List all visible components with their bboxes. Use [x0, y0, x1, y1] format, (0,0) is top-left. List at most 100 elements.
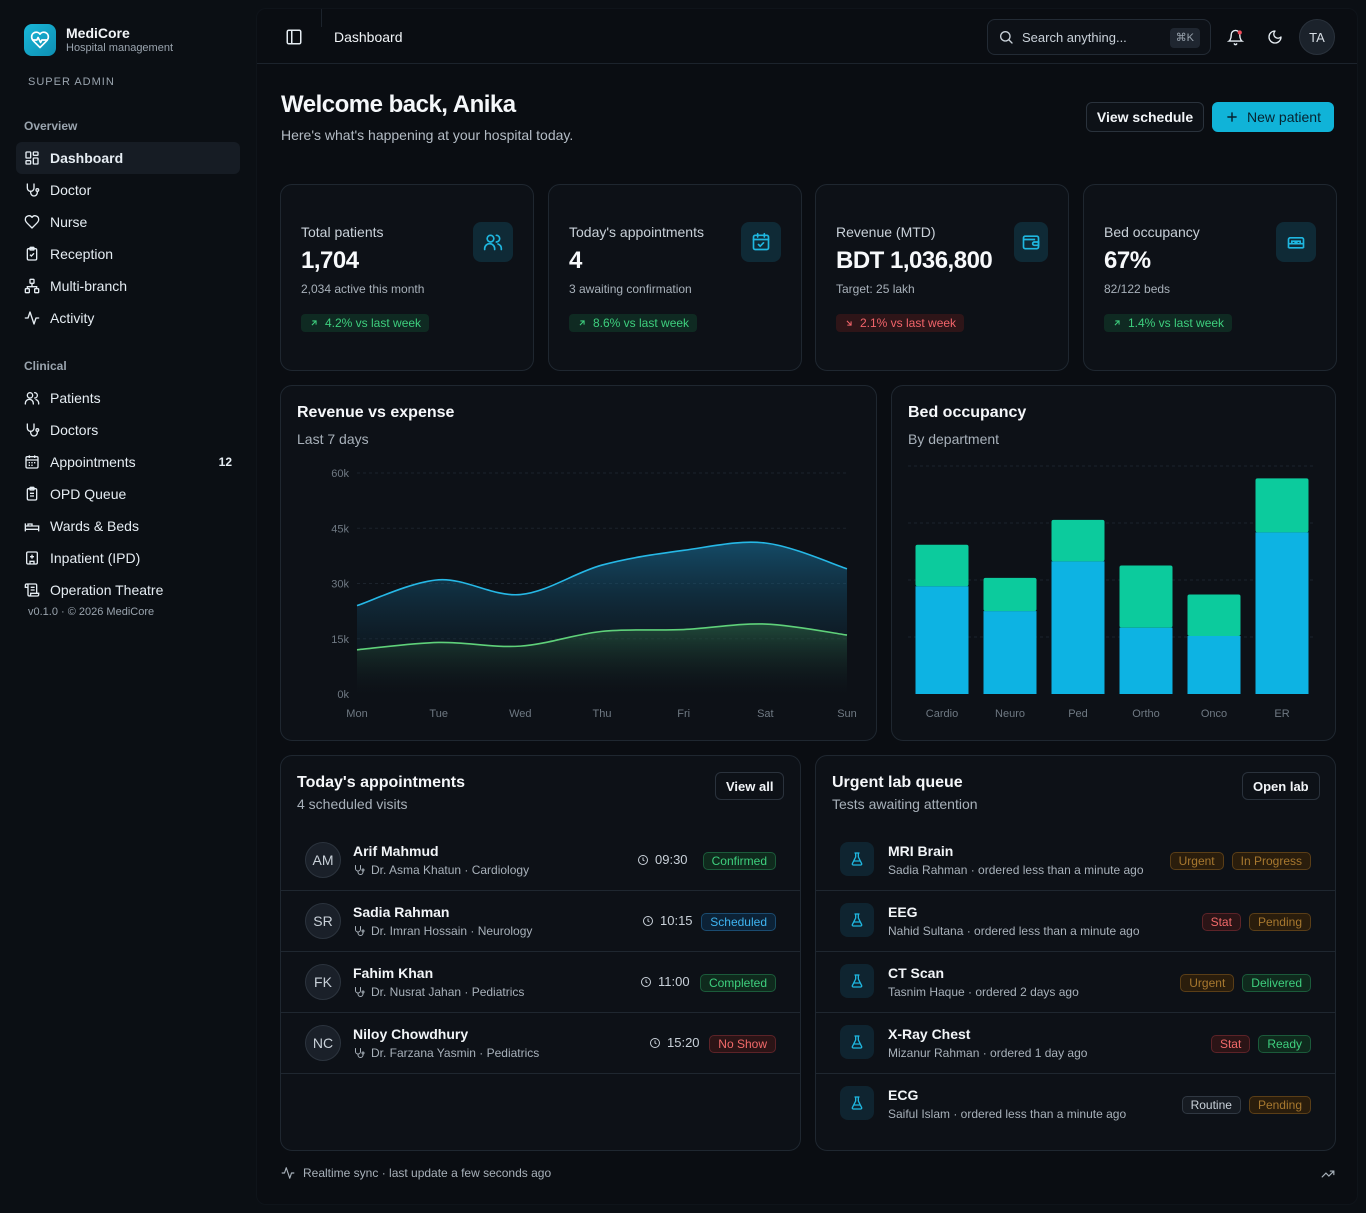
brand[interactable]: MediCore Hospital management — [24, 24, 173, 56]
clock-icon — [643, 915, 653, 926]
lab-row[interactable]: X-Ray Chest Mizanur Rahman · ordered 1 d… — [816, 1013, 1335, 1074]
sidebar-item-inpatient[interactable]: Inpatient (IPD) — [16, 542, 240, 574]
sidebar-item-multi-branch[interactable]: Multi-branch — [16, 270, 240, 302]
stat-sub: 82/122 beds — [1104, 282, 1171, 296]
bar-segment[interactable] — [1119, 627, 1173, 694]
bar-segment[interactable] — [1051, 561, 1105, 694]
sidebar-item-label: Operation Theatre — [50, 582, 164, 598]
sidebar-toggle-icon[interactable] — [285, 28, 303, 46]
bar-segment[interactable] — [915, 544, 969, 587]
time-text: 09:30 — [655, 852, 688, 867]
stethoscope-icon — [355, 1048, 365, 1058]
appointment-row[interactable]: NC Niloy Chowdhury Dr. Farzana Yasmin · … — [281, 1013, 800, 1074]
x-tick-label: Ped — [1068, 708, 1088, 720]
priority-badge: Urgent — [1180, 974, 1235, 992]
series-line[interactable] — [356, 623, 848, 651]
sidebar-item-operation-theatre[interactable]: Operation Theatre — [16, 574, 240, 606]
sidebar-item-appointments[interactable]: Appointments 12 — [16, 446, 240, 478]
flask-icon — [840, 842, 874, 876]
bed-occupancy-bar-chart[interactable]: Cardio Neuro Ped Ortho Onco ER — [892, 386, 1335, 740]
appointment-row[interactable]: SR Sadia Rahman Dr. Imran Hossain · Neur… — [281, 891, 800, 952]
search-input[interactable] — [1022, 29, 1162, 45]
lab-row[interactable]: ECG Saiful Islam · ordered less than a m… — [816, 1074, 1335, 1135]
series-line[interactable] — [356, 541, 848, 607]
sidebar-item-doctor[interactable]: Doctor — [16, 174, 240, 206]
sidebar-item-activity[interactable]: Activity — [16, 302, 240, 334]
patient-order-info: Tasnim Haque · ordered 2 days ago — [888, 985, 1079, 999]
stat-card-bed-occupancy[interactable]: Bed occupancy 67% 82/122 beds 1.4% vs la… — [1083, 184, 1337, 371]
trend-badge: 2.1% vs last week — [836, 314, 965, 332]
open-lab-button[interactable]: Open lab — [1242, 772, 1320, 800]
card-subtitle: Tests awaiting attention — [832, 796, 978, 812]
search-box[interactable]: ⌘K — [987, 19, 1211, 55]
appointment-row[interactable]: AM Arif Mahmud Dr. Asma Khatun · Cardiol… — [281, 830, 800, 891]
bar-segment[interactable] — [1255, 478, 1309, 533]
lab-row[interactable]: CT Scan Tasnim Haque · ordered 2 days ag… — [816, 952, 1335, 1013]
flask-icon — [840, 1025, 874, 1059]
bar-segment[interactable] — [1255, 532, 1309, 694]
trending-up-icon[interactable] — [1321, 1167, 1335, 1181]
appointment-time: 10:15 — [642, 913, 693, 928]
lab-row[interactable]: EEG Nahid Sultana · ordered less than a … — [816, 891, 1335, 952]
notifications-button[interactable] — [1219, 21, 1251, 53]
lab-row[interactable]: MRI Brain Sadia Rahman · ordered less th… — [816, 830, 1335, 891]
x-tick-label: Mon — [346, 708, 367, 720]
patient-order-info: Sadia Rahman · ordered less than a minut… — [888, 863, 1144, 877]
bar-segment[interactable] — [983, 577, 1037, 612]
clipboard-icon — [26, 486, 38, 501]
chart-subtitle: By department — [908, 431, 1000, 447]
badge-group: Routine Pending — [1181, 1096, 1311, 1114]
card-title: Urgent lab queue — [832, 774, 963, 791]
sidebar-item-wards-beds[interactable]: Wards & Beds — [16, 510, 240, 542]
stat-value: BDT 1,036,800 — [836, 247, 993, 274]
patient-order-info: Mizanur Rahman · ordered 1 day ago — [888, 1046, 1088, 1060]
search-icon — [1000, 31, 1013, 44]
time-text: 11:00 — [658, 974, 690, 989]
trend-text: 1.4% vs last week — [1128, 316, 1225, 330]
bed-icon — [24, 523, 40, 532]
view-all-button[interactable]: View all — [715, 772, 785, 800]
bar-segment[interactable] — [915, 586, 969, 694]
sync-status: Realtime sync · last update a few second… — [281, 1166, 551, 1180]
stat-card-appointments[interactable]: Today's appointments 4 3 awaiting confir… — [548, 184, 802, 371]
sidebar-item-patients[interactable]: Patients — [16, 382, 240, 414]
appointment-meta: Dr. Asma Khatun · Cardiology — [353, 863, 529, 877]
lab-queue-card: Urgent lab queue Tests awaiting attentio… — [815, 755, 1336, 1151]
appointment-time: 15:20 — [649, 1035, 700, 1050]
bar-segment[interactable] — [1051, 519, 1105, 562]
view-schedule-button[interactable]: View schedule — [1086, 102, 1204, 132]
stat-sub: Target: 25 lakh — [836, 282, 915, 296]
test-name: X-Ray Chest — [888, 1026, 971, 1042]
bar-segment[interactable] — [1119, 565, 1173, 628]
sidebar-item-doctors[interactable]: Doctors — [16, 414, 240, 446]
sidebar-item-label: Nurse — [50, 214, 88, 230]
stat-card-revenue[interactable]: Revenue (MTD) BDT 1,036,800 Target: 25 l… — [815, 184, 1069, 371]
priority-badge: Stat — [1201, 913, 1241, 931]
theme-toggle-button[interactable] — [1259, 21, 1291, 53]
sidebar-item-reception[interactable]: Reception — [16, 238, 240, 270]
stat-label: Today's appointments — [569, 224, 704, 240]
avatar[interactable]: TA — [1299, 19, 1335, 55]
trend-text: 2.1% vs last week — [860, 316, 957, 330]
sidebar-item-label: OPD Queue — [50, 486, 127, 502]
clock-icon — [650, 1037, 660, 1048]
x-tick-label: Ortho — [1132, 708, 1160, 720]
scroll-icon — [24, 583, 40, 597]
x-tick-label: Neuro — [995, 708, 1025, 720]
sidebar-item-dashboard[interactable]: Dashboard — [16, 142, 240, 174]
bar-segment[interactable] — [1187, 635, 1241, 694]
revenue-area-chart[interactable]: 0k 15k 30k 45k 60k Mon Tue Wed Thu Fri Sat Sun — [281, 386, 876, 740]
revenue-chart-card: Revenue vs expense Last 7 days 0k 15k 30k 4… — [280, 385, 877, 741]
bar-segment[interactable] — [1187, 594, 1241, 636]
badge-group: Urgent In Progress — [1169, 852, 1311, 870]
stat-card-total-patients[interactable]: Total patients 1,704 2,034 active this m… — [280, 184, 534, 371]
version-label: v0.1.0 · © 2026 MediCore — [28, 606, 155, 618]
flask-icon — [840, 903, 874, 937]
bar-segment[interactable] — [983, 611, 1037, 694]
heart-icon — [24, 215, 40, 229]
sidebar-item-opd-queue[interactable]: OPD Queue — [16, 478, 240, 510]
appointment-row[interactable]: FK Fahim Khan Dr. Nusrat Jahan · Pediatr… — [281, 952, 800, 1013]
sidebar-item-nurse[interactable]: Nurse — [16, 206, 240, 238]
new-patient-button[interactable]: New patient — [1212, 102, 1334, 132]
sync-text: Realtime sync · last update a few second… — [303, 1166, 552, 1180]
